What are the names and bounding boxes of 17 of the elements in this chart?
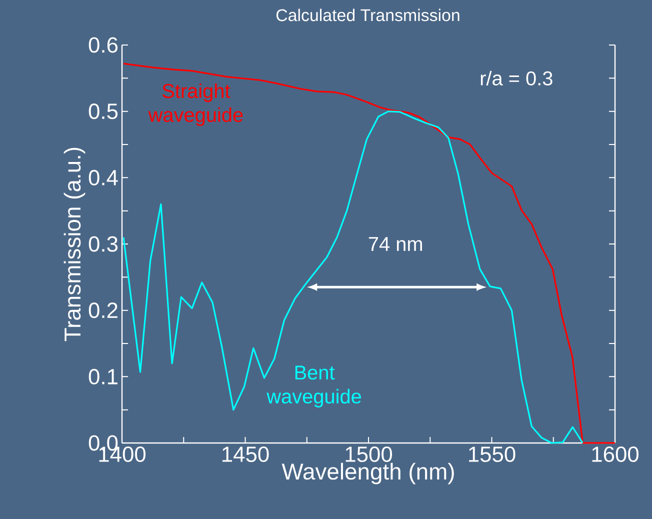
y-tick-label: 0.6	[88, 37, 118, 53]
y-tick-label: 0.3	[88, 236, 118, 252]
x-axis-title: Wavelength (nm)	[282, 462, 454, 484]
y-tick-label: 0.2	[88, 302, 118, 318]
y-axis-title: Transmission (a.u.)	[64, 148, 86, 342]
annotation: 74 nm	[368, 237, 422, 251]
x-tick-label: 1450	[222, 446, 269, 462]
series-label: Bent waveguide	[266, 366, 361, 408]
x-tick-label: 1550	[469, 446, 516, 462]
series-label: Straight waveguide	[148, 83, 243, 126]
y-tick-label: 0.5	[88, 104, 118, 120]
chart-title: Calculated Transmission	[276, 8, 460, 22]
x-tick-label: 1600	[592, 446, 639, 462]
annotation: r/a = 0.3	[480, 70, 552, 86]
x-tick-label: 1500	[346, 446, 392, 462]
y-tick-label: 0.1	[88, 368, 118, 384]
y-tick-label: 0.4	[88, 170, 118, 186]
